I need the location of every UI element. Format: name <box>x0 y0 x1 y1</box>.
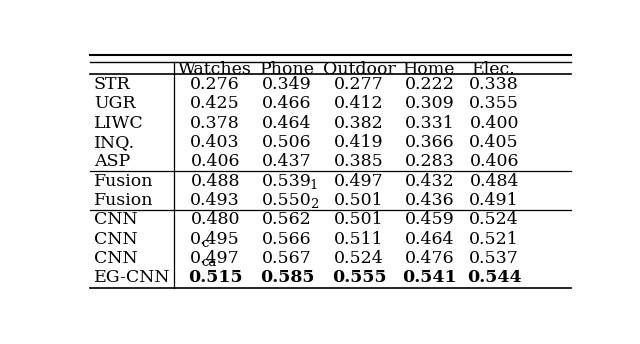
Text: 0.524: 0.524 <box>334 250 384 267</box>
Text: 0.541: 0.541 <box>403 269 457 286</box>
Text: Home: Home <box>403 61 456 78</box>
Text: CNN: CNN <box>94 231 138 248</box>
Text: 0.537: 0.537 <box>469 250 519 267</box>
Text: 0.566: 0.566 <box>262 231 312 248</box>
Text: 0.464: 0.464 <box>262 115 312 132</box>
Text: Fusion: Fusion <box>94 192 154 209</box>
Text: UGR: UGR <box>94 95 136 112</box>
Text: 0.406: 0.406 <box>469 153 519 170</box>
Text: 0.400: 0.400 <box>469 115 519 132</box>
Text: 0.283: 0.283 <box>405 153 454 170</box>
Text: Fusion: Fusion <box>94 173 154 190</box>
Text: 0.511: 0.511 <box>334 231 384 248</box>
Text: 0.524: 0.524 <box>469 211 519 228</box>
Text: 0.521: 0.521 <box>469 231 519 248</box>
Text: 0.419: 0.419 <box>334 134 384 151</box>
Text: 0.222: 0.222 <box>404 76 454 93</box>
Text: 0.331: 0.331 <box>405 115 454 132</box>
Text: 0.480: 0.480 <box>191 211 240 228</box>
Text: LIWC: LIWC <box>94 115 143 132</box>
Text: 0.506: 0.506 <box>262 134 312 151</box>
Text: c: c <box>202 237 209 249</box>
Text: 0.562: 0.562 <box>262 211 312 228</box>
Text: 0.277: 0.277 <box>334 76 384 93</box>
Text: 0.425: 0.425 <box>190 95 240 112</box>
Text: STR: STR <box>94 76 131 93</box>
Text: 0.501: 0.501 <box>334 211 384 228</box>
Text: 0.493: 0.493 <box>190 192 240 209</box>
Text: 2: 2 <box>310 198 318 211</box>
Text: 0.459: 0.459 <box>405 211 454 228</box>
Text: 0.406: 0.406 <box>191 153 240 170</box>
Text: EG-CNN: EG-CNN <box>94 269 170 286</box>
Text: 0.476: 0.476 <box>405 250 454 267</box>
Text: 0.432: 0.432 <box>405 173 454 190</box>
Text: 0.382: 0.382 <box>334 115 384 132</box>
Text: 0.497: 0.497 <box>190 250 240 267</box>
Text: 0.436: 0.436 <box>405 192 454 209</box>
Text: 0.567: 0.567 <box>262 250 312 267</box>
Text: Watches: Watches <box>178 61 252 78</box>
Text: CNN: CNN <box>94 211 138 228</box>
Text: 0.338: 0.338 <box>469 76 519 93</box>
Text: 0.555: 0.555 <box>332 269 387 286</box>
Text: 0.437: 0.437 <box>262 153 312 170</box>
Text: 0.403: 0.403 <box>190 134 240 151</box>
Text: 0.539: 0.539 <box>262 173 312 190</box>
Text: 0.366: 0.366 <box>405 134 454 151</box>
Text: INQ.: INQ. <box>94 134 135 151</box>
Text: 0.378: 0.378 <box>190 115 240 132</box>
Text: 0.385: 0.385 <box>334 153 384 170</box>
Text: 0.412: 0.412 <box>334 95 384 112</box>
Text: 0.488: 0.488 <box>191 173 240 190</box>
Text: 0.464: 0.464 <box>405 231 454 248</box>
Text: 0.355: 0.355 <box>469 95 519 112</box>
Text: CNN: CNN <box>94 250 138 267</box>
Text: Elec.: Elec. <box>472 61 516 78</box>
Text: 0.501: 0.501 <box>334 192 384 209</box>
Text: Outdoor: Outdoor <box>323 61 396 78</box>
Text: 0.349: 0.349 <box>262 76 312 93</box>
Text: ASP: ASP <box>94 153 130 170</box>
Text: 0.515: 0.515 <box>188 269 243 286</box>
Text: 0.405: 0.405 <box>469 134 519 151</box>
Text: 0.544: 0.544 <box>467 269 522 286</box>
Text: 0.484: 0.484 <box>469 173 519 190</box>
Text: 1: 1 <box>310 179 318 192</box>
Text: 0.466: 0.466 <box>262 95 312 112</box>
Text: 0.585: 0.585 <box>260 269 314 286</box>
Text: 0.309: 0.309 <box>405 95 454 112</box>
Text: 0.497: 0.497 <box>334 173 384 190</box>
Text: 0.491: 0.491 <box>469 192 519 209</box>
Text: ca: ca <box>202 256 217 269</box>
Text: 0.495: 0.495 <box>190 231 240 248</box>
Text: Phone: Phone <box>260 61 315 78</box>
Text: 0.550: 0.550 <box>262 192 312 209</box>
Text: 0.276: 0.276 <box>190 76 240 93</box>
